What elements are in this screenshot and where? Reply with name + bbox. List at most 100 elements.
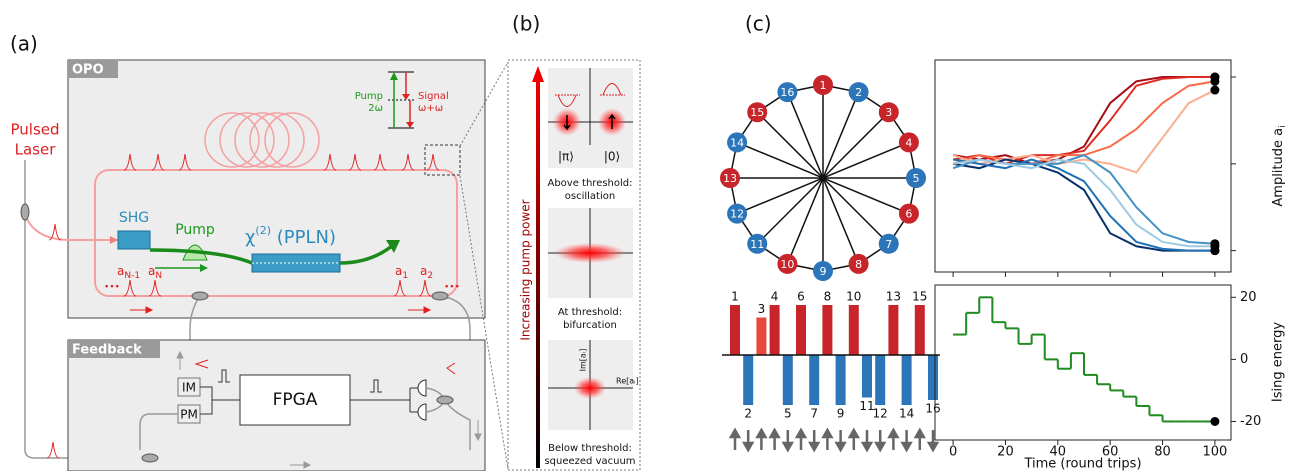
pm-label: PM	[180, 408, 198, 422]
bar	[770, 305, 780, 355]
node-label: 7	[885, 238, 892, 251]
node-label: 8	[855, 258, 862, 271]
amplitude-chart	[953, 73, 1236, 277]
node-label: 6	[905, 208, 912, 221]
amplitude-line	[953, 155, 1215, 244]
x-axis-label: Time (round trips)	[1023, 457, 1141, 471]
regime-label: At threshold:	[558, 307, 622, 318]
spin-arrow	[757, 430, 765, 450]
re-axis-label: Re[aᵢ]	[616, 377, 639, 386]
panel-label: (c)	[745, 12, 772, 36]
amplitude-line	[953, 159, 1215, 246]
end-marker	[1210, 417, 1219, 426]
node-label: 10	[780, 258, 794, 271]
spin-arrow	[771, 430, 779, 450]
bar	[836, 355, 846, 405]
feedback-label: Feedback	[72, 343, 142, 358]
x-tick-label: 80	[1154, 445, 1171, 460]
y-tick-label: -20	[1240, 414, 1261, 429]
spin-arrow	[916, 430, 924, 450]
y-tick-label: 20	[1240, 290, 1257, 305]
node-label: 5	[913, 172, 920, 185]
spin-arrow	[784, 430, 792, 450]
bar-label: 3	[758, 302, 766, 316]
shg-crystal	[118, 231, 150, 249]
y-tick-label: 0	[1240, 352, 1248, 367]
bar-label: 14	[899, 407, 914, 421]
panel-b: (b) Increasing pump power |π⟩ |0⟩ Above …	[460, 12, 640, 471]
coupler	[192, 292, 208, 300]
spin-arrow	[823, 430, 831, 450]
node-label: 15	[750, 106, 764, 119]
bar-label: 2	[744, 407, 752, 421]
bar	[862, 355, 872, 398]
signal-level-text: Signal	[418, 91, 449, 102]
bar	[849, 305, 859, 355]
im-axis-label: Im[aᵢ]	[579, 349, 588, 372]
node-label: 11	[750, 238, 764, 251]
regime-label: Above threshold:	[547, 178, 632, 189]
regime-label: bifurcation	[563, 320, 617, 331]
bar-label: 10	[846, 290, 861, 304]
node-label: 13	[723, 172, 737, 185]
end-marker	[1210, 86, 1219, 95]
ellipsis: •••	[444, 283, 460, 293]
laser-label: Laser	[15, 141, 57, 159]
bar-label: 5	[784, 407, 792, 421]
end-marker	[1210, 77, 1219, 86]
bar	[902, 355, 912, 405]
optical-pulse	[47, 442, 59, 458]
laser-label: Pulsed	[10, 121, 59, 139]
opo-label: OPO	[72, 63, 104, 78]
state-blob	[574, 377, 606, 399]
regime-label: Below threshold:	[548, 443, 632, 454]
end-marker	[1210, 242, 1219, 251]
spin-arrow	[837, 430, 845, 450]
bar	[730, 305, 740, 355]
node-label: 2	[855, 86, 862, 99]
bar-label: 12	[873, 407, 888, 421]
node-label: 12	[730, 208, 744, 221]
ising-chart: -20020020406080100	[949, 290, 1261, 460]
bar-label: 16	[925, 402, 940, 416]
pump-level-text: Pump	[355, 91, 383, 102]
x-tick-label: 100	[1202, 445, 1227, 460]
spin-arrow	[797, 430, 805, 450]
bar	[756, 318, 766, 356]
node-label: 4	[905, 136, 912, 149]
spin-arrow	[903, 430, 911, 450]
bar	[809, 355, 819, 405]
node-label: 3	[885, 106, 892, 119]
shg-label: SHG	[119, 210, 149, 226]
bar-label: 9	[837, 407, 845, 421]
regime-label: squeezed vacuum	[544, 456, 635, 467]
node-label: 14	[730, 136, 744, 149]
spin-arrow	[850, 430, 858, 450]
bar	[888, 305, 898, 355]
coupler	[142, 454, 158, 462]
spin-arrow	[810, 430, 818, 450]
spin-arrow	[876, 430, 884, 450]
axis-label: Increasing pump power	[519, 199, 533, 340]
regime-label: oscillation	[565, 191, 615, 202]
figure: (a) OPO Pump 2ω Signal ω+ω Pulsed Laser …	[0, 0, 1291, 471]
im-label: IM	[182, 381, 196, 395]
fpga-label: FPGA	[273, 390, 318, 410]
bar-label: 8	[824, 290, 832, 304]
panel-label: (b)	[512, 12, 540, 36]
node-label: 1	[820, 79, 827, 92]
coupler	[21, 204, 29, 220]
bar	[915, 305, 925, 355]
bar-label: 6	[797, 290, 805, 304]
node-label: 9	[820, 265, 827, 278]
bar	[783, 355, 793, 405]
node-label: 16	[780, 86, 794, 99]
bar-label: 1	[731, 290, 739, 304]
bar-label: 13	[886, 290, 901, 304]
bar	[796, 305, 806, 355]
pump-axis	[536, 80, 540, 468]
bar-label: 15	[912, 290, 927, 304]
state-blob	[554, 243, 626, 263]
